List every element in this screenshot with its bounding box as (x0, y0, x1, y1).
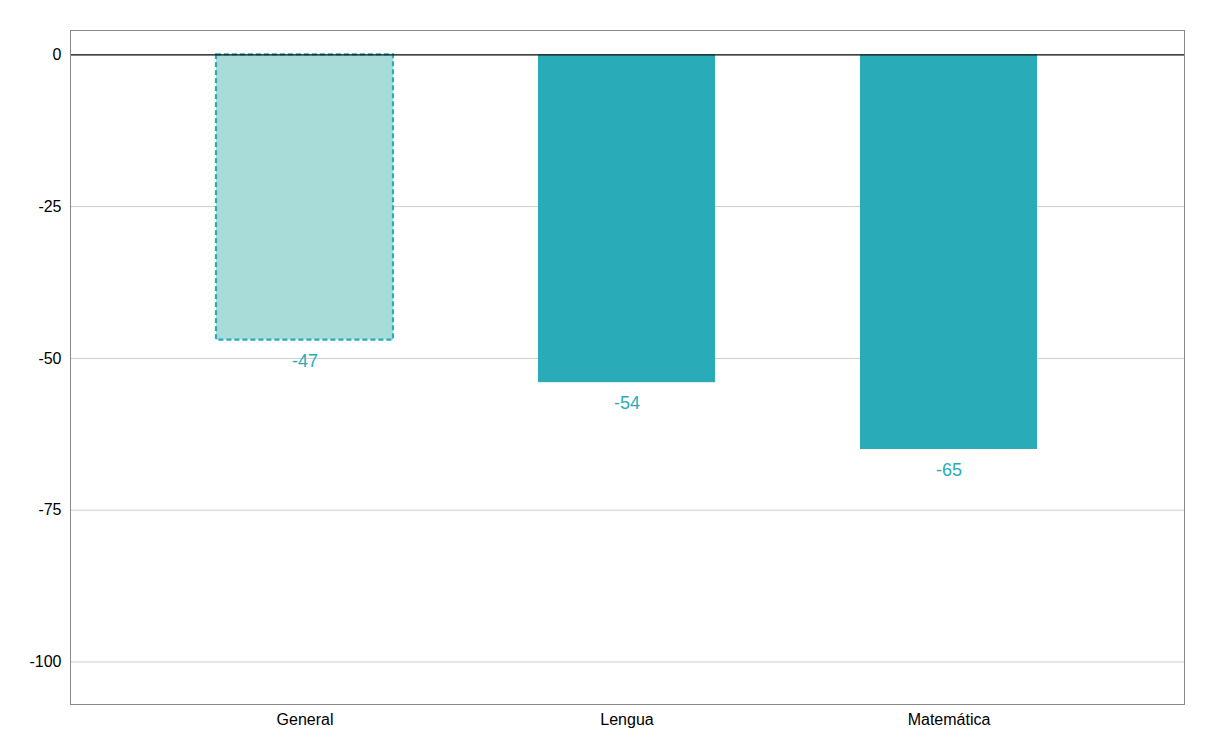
svg-text:-100: -100 (29, 653, 61, 670)
svg-text:0: 0 (53, 46, 62, 63)
svg-text:-54: -54 (614, 393, 640, 413)
svg-text:Lengua: Lengua (600, 711, 653, 728)
svg-text:-47: -47 (292, 351, 318, 371)
svg-text:-75: -75 (38, 501, 61, 518)
svg-text:Matemática: Matemática (908, 711, 991, 728)
svg-text:-25: -25 (38, 198, 61, 215)
svg-text:-65: -65 (936, 460, 962, 480)
svg-text:General: General (277, 711, 334, 728)
svg-text:-50: -50 (38, 350, 61, 367)
